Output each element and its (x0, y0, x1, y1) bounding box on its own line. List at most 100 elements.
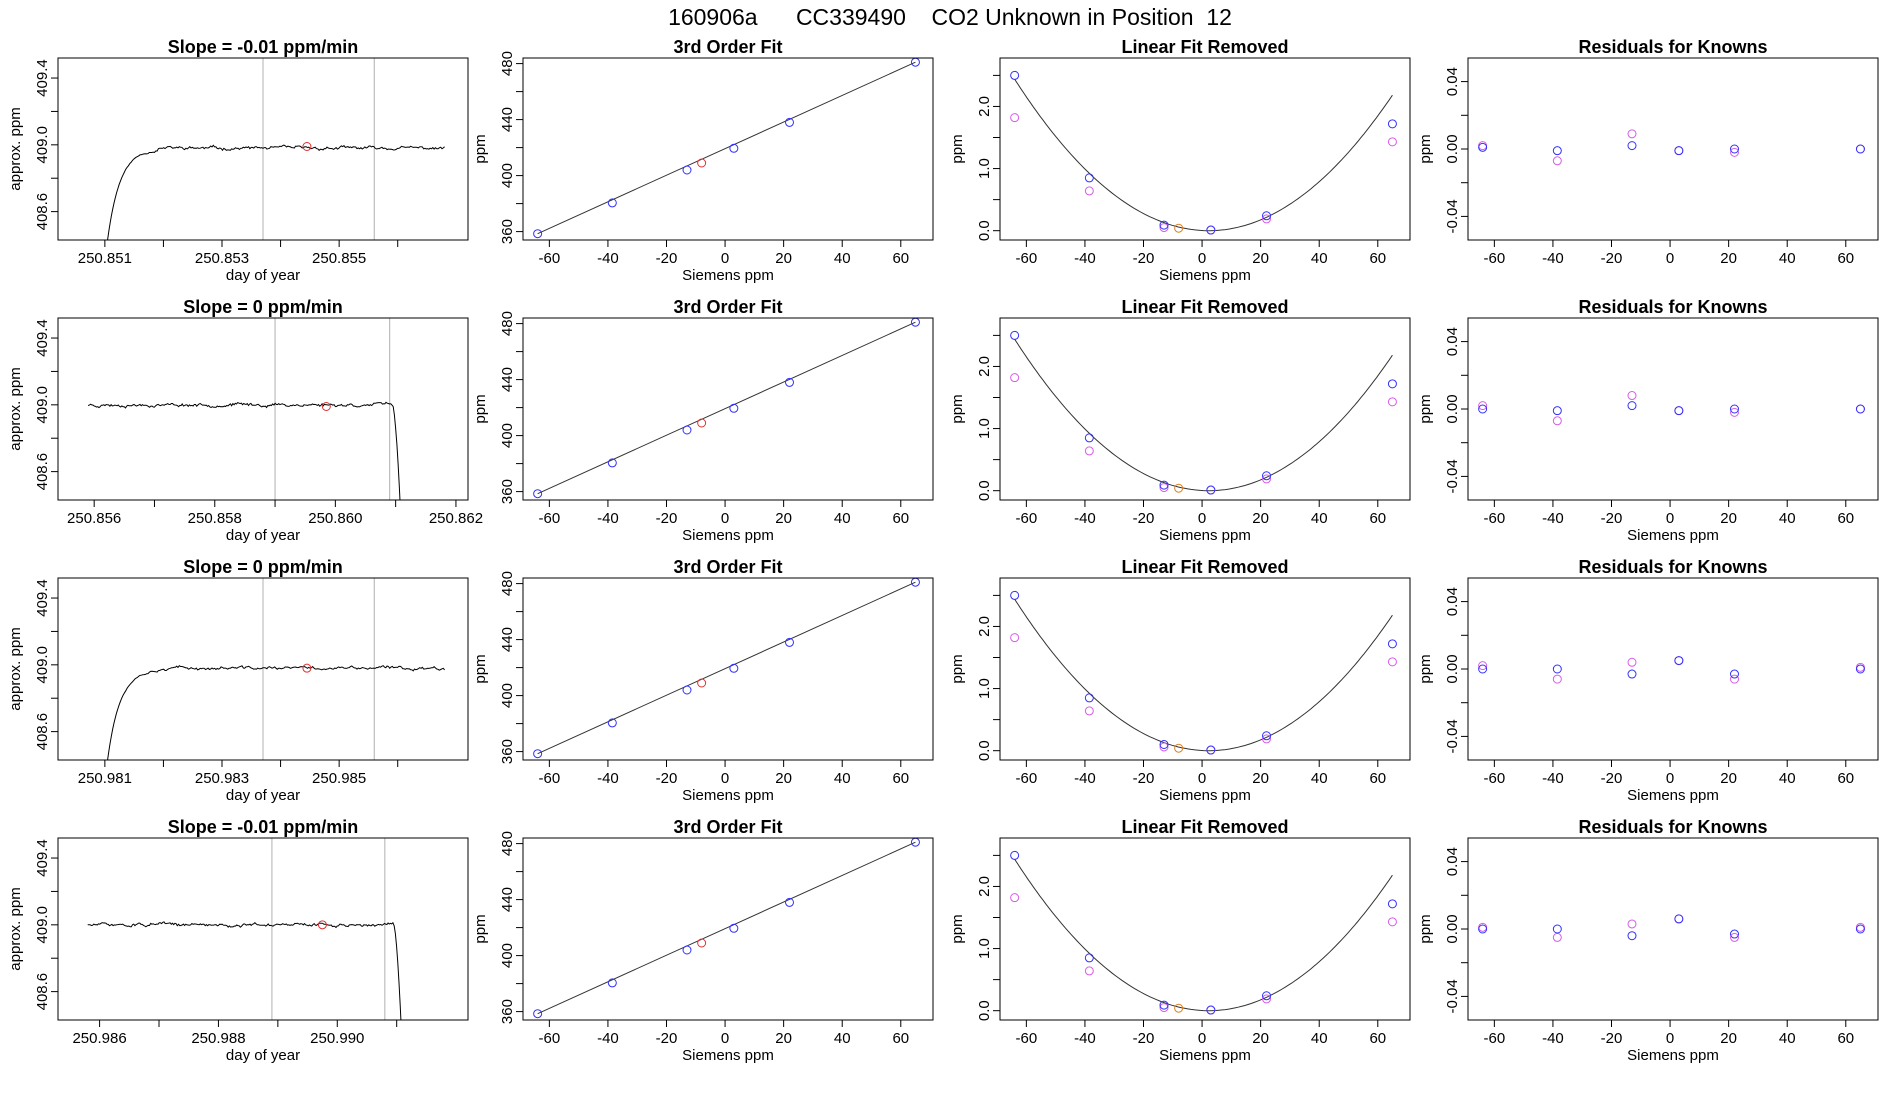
plot-area (533, 318, 920, 499)
y-tick-label: 409.4 (34, 319, 51, 357)
x-tick-label: 250.853 (195, 250, 249, 267)
residual-point-blue (1730, 669, 1739, 679)
y-tick-label: 409.0 (34, 386, 51, 424)
y-axis-label: ppm (472, 654, 489, 683)
y-tick-label: 0.00 (1444, 134, 1461, 163)
panel-r3c1: Slope = 0 ppm/min 250.981 250.983 250.985 40… (7, 557, 469, 804)
y-tick-label: 1.0 (976, 678, 993, 699)
residual-point-magenta (1730, 674, 1739, 684)
x-tick-label: 20 (1720, 770, 1737, 787)
known-point-magenta (1084, 706, 1094, 716)
y-tick-label: 0.0 (976, 220, 993, 241)
panel-title: 3rd Order Fit (673, 297, 782, 317)
x-tick-label: 20 (1720, 510, 1737, 527)
panel-r2c1: Slope = 0 ppm/min 250.856 250.858 250.860 25… (7, 297, 483, 544)
known-point (785, 117, 794, 127)
panel-r2c4: Residuals for Knowns -60 -40 -20 0 20 40 60 -0.0… (1417, 297, 1879, 544)
x-tick-label: 20 (775, 1030, 792, 1047)
x-tick-label: 60 (892, 250, 909, 267)
y-tick-label: -0.04 (1444, 979, 1461, 1013)
known-point-blue (1084, 953, 1094, 963)
y-tick-label: 360 (499, 479, 516, 504)
panel-r2c2: 3rd Order Fit -60 -40 -20 0 20 40 60 360 400 440 48… (472, 297, 934, 544)
residual-point-blue (1674, 406, 1684, 416)
known-point-magenta (1387, 137, 1397, 147)
y-axis-label: approx. ppm (7, 107, 24, 190)
x-tick-label: -40 (597, 510, 619, 527)
plot-area (87, 838, 402, 1020)
plot-area (533, 578, 920, 759)
x-axis-label: Siemens ppm (1159, 787, 1251, 804)
plot-frame (1467, 317, 1879, 501)
y-tick-label: 0.00 (1444, 914, 1461, 943)
panel-title: Linear Fit Removed (1121, 557, 1288, 577)
known-point-magenta (1387, 917, 1397, 927)
x-tick-label: -60 (1484, 250, 1506, 267)
x-tick-label: 250.983 (195, 770, 249, 787)
x-tick-label: 60 (1369, 250, 1386, 267)
residual-point-blue (1627, 669, 1637, 679)
x-axis-label: day of year (226, 787, 300, 804)
residual-point-blue (1478, 404, 1488, 414)
plot-area (1010, 70, 1397, 235)
residual-point-blue (1855, 404, 1865, 414)
residual-point-magenta (1627, 919, 1637, 929)
x-tick-label: 20 (1720, 250, 1737, 267)
panel-r4c1: Slope = -0.01 ppm/min 250.986 250.988 250.9… (7, 817, 469, 1064)
y-tick-label: 0.04 (1444, 327, 1461, 356)
known-point (682, 165, 692, 175)
plot-area (1010, 850, 1397, 1015)
known-point-blue (1262, 991, 1271, 1001)
x-tick-label: 0 (1666, 510, 1674, 527)
y-axis-label: ppm (472, 134, 489, 163)
residual-point-magenta (1552, 932, 1562, 942)
y-axis-label: ppm (1417, 394, 1434, 423)
x-tick-label: 250.985 (312, 770, 366, 787)
plot-frame (999, 317, 1411, 501)
x-tick-label: 20 (775, 250, 792, 267)
residual-point-blue (1730, 144, 1739, 154)
x-tick-label: -60 (539, 770, 561, 787)
known-point-blue (1159, 1000, 1169, 1010)
y-tick-label: 0.0 (976, 1000, 993, 1021)
known-point-magenta (1084, 446, 1094, 456)
plot-frame (57, 577, 469, 761)
x-tick-label: 20 (1720, 1030, 1737, 1047)
residual-point-blue (1730, 929, 1739, 939)
known-point-magenta (1159, 223, 1169, 233)
plot-frame (57, 837, 469, 1021)
x-tick-label: 60 (892, 510, 909, 527)
plot-area (533, 58, 920, 239)
y-tick-label: 440 (499, 107, 516, 132)
known-point (607, 978, 617, 988)
residual-point-blue (1478, 924, 1488, 934)
panel-r4c4: Residuals for Knowns -60 -40 -20 0 20 40 60 -0.0… (1417, 817, 1879, 1064)
x-tick-label: 60 (1369, 1030, 1386, 1047)
x-tick-label: 0 (721, 770, 729, 787)
x-tick-label: 0 (1198, 770, 1206, 787)
x-tick-label: -60 (539, 250, 561, 267)
x-axis-label: day of year (226, 1047, 300, 1064)
known-point-magenta (1262, 214, 1271, 224)
x-tick-label: -20 (1133, 1030, 1155, 1047)
x-tick-label: -40 (1074, 510, 1096, 527)
residual-point-blue (1627, 401, 1637, 411)
y-tick-label: 0.04 (1444, 847, 1461, 876)
plot-frame (999, 57, 1411, 241)
known-point-blue (1387, 379, 1397, 389)
panel-r4c2: 3rd Order Fit -60 -40 -20 0 20 40 60 360 400 440 48… (472, 817, 934, 1064)
x-tick-label: 60 (1837, 510, 1854, 527)
known-point (682, 685, 692, 695)
unknown-point (1174, 483, 1184, 493)
x-tick-label: 0 (1198, 250, 1206, 267)
y-tick-label: -0.04 (1444, 719, 1461, 753)
residual-point-magenta (1478, 661, 1488, 671)
y-tick-label: 409.0 (34, 126, 51, 164)
fit-line (537, 321, 916, 495)
y-tick-label: 480 (499, 831, 516, 856)
known-point-magenta (1084, 186, 1094, 196)
known-point-magenta (1159, 1003, 1169, 1013)
x-tick-label: -60 (1484, 1030, 1506, 1047)
x-tick-label: 40 (834, 510, 851, 527)
